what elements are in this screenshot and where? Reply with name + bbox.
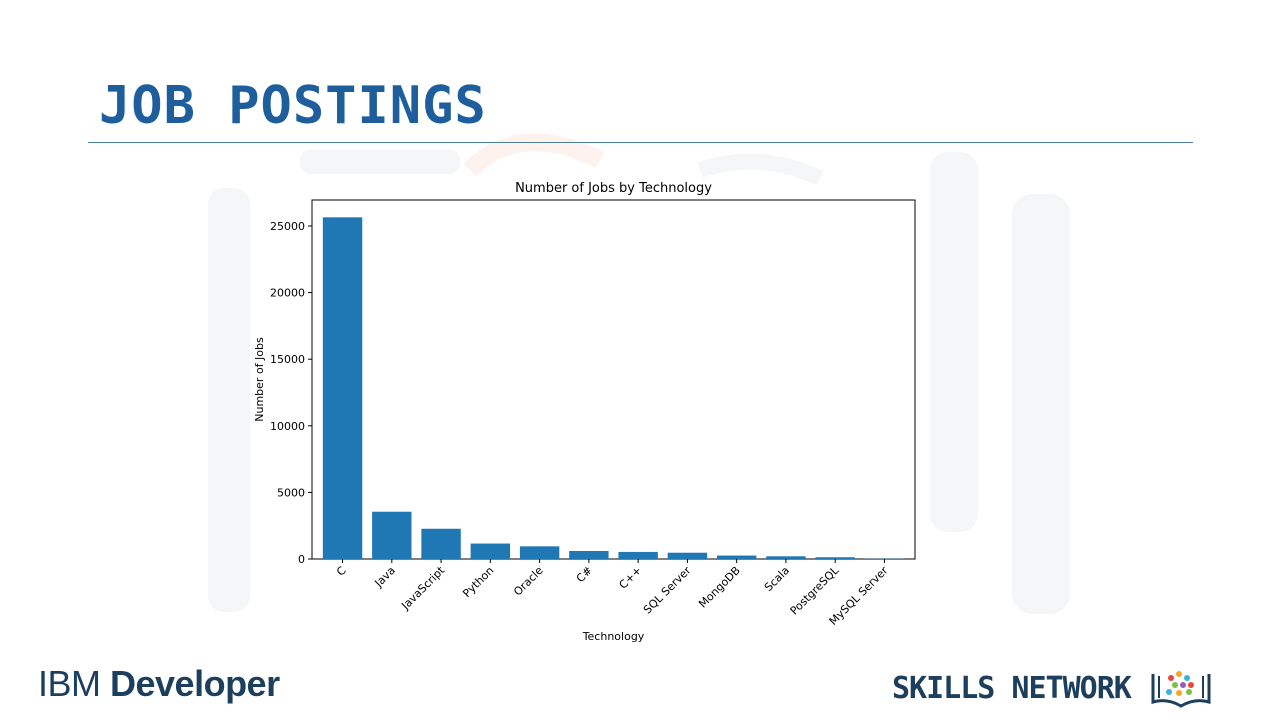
bar-scala <box>766 556 806 559</box>
bar-c <box>322 217 363 559</box>
plot-area <box>311 199 916 560</box>
y-tick-label: 25000 <box>270 220 305 233</box>
bar-c- <box>569 551 609 559</box>
x-tick-label: PostgreSQL <box>788 563 842 617</box>
ibm-developer-logo: IBM Developer <box>38 663 280 705</box>
skills-network-label: SKILLS NETWORK <box>892 670 1132 706</box>
x-tick-label: Java <box>372 564 398 590</box>
bar-postgresql <box>815 557 855 559</box>
x-tick-label: C# <box>574 564 595 585</box>
x-tick-label: SQL Server <box>641 564 694 617</box>
title-divider <box>88 142 1193 143</box>
x-tick-label: JavaScript <box>398 563 447 612</box>
bar-java <box>372 511 412 559</box>
slide-title: JOB POSTINGS <box>99 76 487 136</box>
book-dots-icon <box>1151 671 1211 708</box>
x-tick-label: Scala <box>762 564 792 594</box>
y-tick-label: 5000 <box>277 486 305 499</box>
bar-mongodb <box>716 555 757 559</box>
y-tick-label: 20000 <box>270 287 305 300</box>
x-tick-label: Oracle <box>511 564 546 599</box>
chart-title: Number of Jobs by Technology <box>515 181 712 196</box>
x-axis-label: Technology <box>582 630 645 643</box>
y-tick-label: 15000 <box>270 353 305 366</box>
y-axis-label: Number of Jobs <box>253 337 266 422</box>
brand-light-text: IBM <box>38 663 111 704</box>
y-tick-label: 0 <box>298 553 305 566</box>
bar-python <box>470 543 511 559</box>
skills-network-logo: SKILLS NETWORK <box>892 668 1213 708</box>
x-tick-label: C++ <box>617 564 645 592</box>
bar-javascript <box>421 528 461 559</box>
bar-chart: Number of Jobs by Technology 0 5000 10000 15… <box>253 181 916 643</box>
x-tick-label: MongoDB <box>696 564 743 611</box>
x-tick-label: C <box>334 564 349 579</box>
brand-bold-text: Developer <box>110 663 280 704</box>
bar-sql-server <box>667 552 708 559</box>
bar-c- <box>618 551 658 559</box>
bar-oracle <box>519 546 560 559</box>
x-tick-label: Python <box>460 564 496 600</box>
y-tick-label: 10000 <box>270 420 305 433</box>
